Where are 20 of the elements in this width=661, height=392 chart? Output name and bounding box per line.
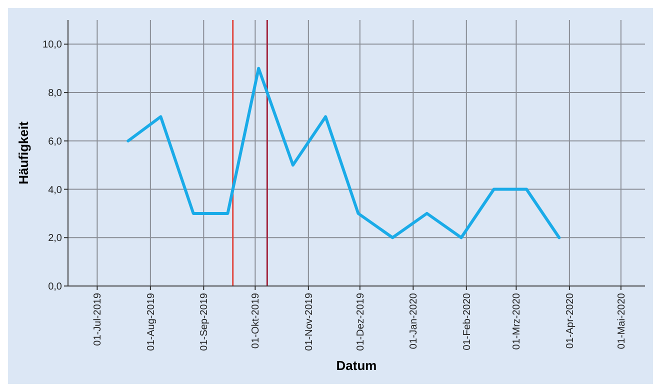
x-tick-label: 01-Dez-2019 (355, 292, 366, 351)
x-tick-label: 01-Apr-2020 (564, 292, 576, 349)
y-tick-label: 4,0 (48, 184, 62, 196)
x-tick-label: 01-Sep-2019 (199, 292, 210, 351)
y-tick-label: 6,0 (48, 136, 62, 148)
y-tick-label: 2,0 (48, 233, 62, 244)
line-series (126, 66, 561, 240)
x-tick-label: 01-Jul-2019 (92, 292, 104, 346)
y-tick-label: 10,0 (42, 40, 62, 51)
x-tick-label: 01-Mai-2020 (616, 292, 628, 350)
x-tick-label: 01-Aug-2019 (146, 292, 157, 351)
y-tick-label: 8,0 (48, 88, 62, 100)
x-axis-title: Datum (336, 358, 377, 373)
x-tick-label: 01-Feb-2020 (462, 292, 473, 350)
y-axis-title: Häufigkeit (16, 120, 31, 184)
x-tick-label: 01-Okt-2019 (250, 292, 262, 349)
x-tick-label: 01-Mrz-2020 (512, 292, 523, 350)
y-tick-label: 0,0 (48, 282, 62, 292)
x-tick-label: 01-Jan-2020 (408, 292, 420, 350)
x-tick-label: 01-Nov-2019 (304, 292, 315, 351)
